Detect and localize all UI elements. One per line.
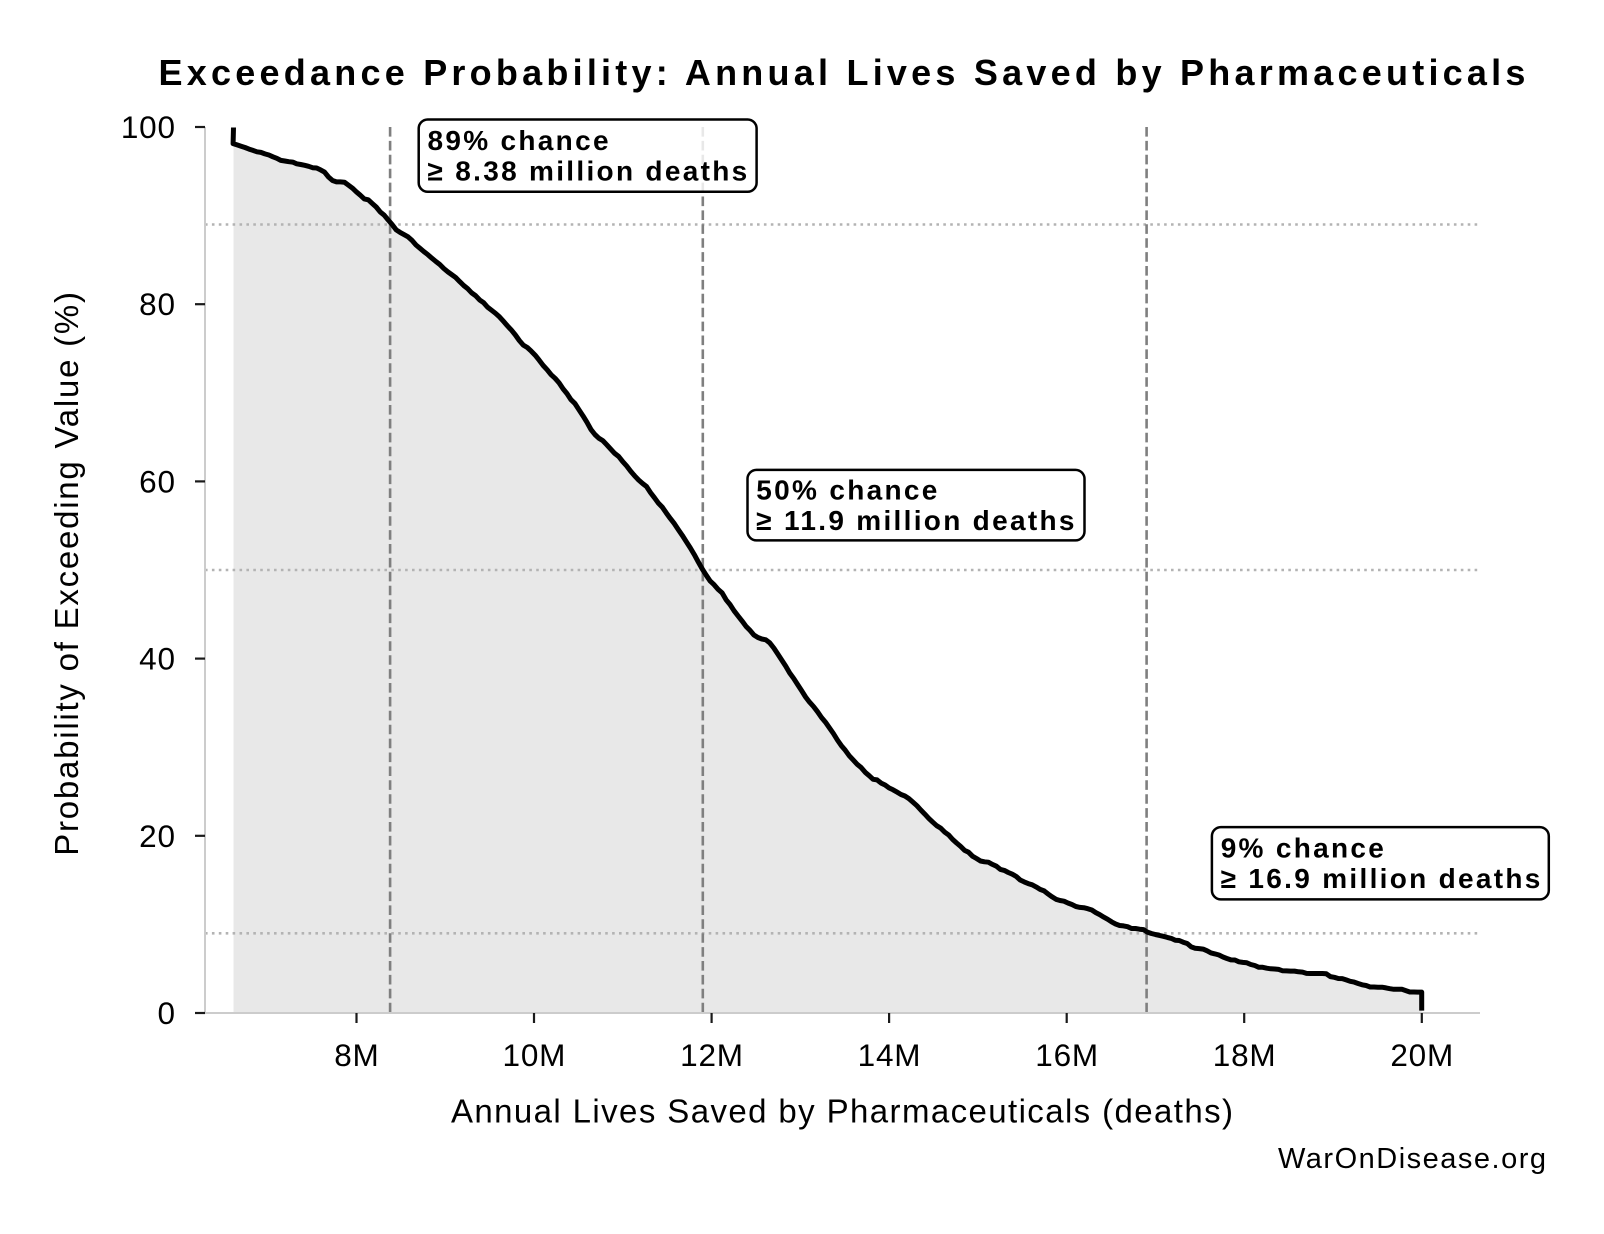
svg-text:≥ 11.9 million deaths: ≥ 11.9 million deaths	[756, 505, 1076, 536]
svg-text:Annual Lives Saved by Pharmace: Annual Lives Saved by Pharmaceuticals (d…	[451, 1092, 1234, 1129]
svg-text:14M: 14M	[858, 1037, 922, 1073]
svg-text:0: 0	[157, 995, 175, 1031]
svg-text:Probability of Exceeding Value: Probability of Exceeding Value (%)	[48, 290, 85, 856]
svg-text:20: 20	[139, 818, 176, 854]
svg-text:12M: 12M	[680, 1037, 744, 1073]
svg-text:9% chance: 9% chance	[1221, 833, 1386, 864]
svg-text:16M: 16M	[1035, 1037, 1099, 1073]
svg-text:≥ 16.9 million deaths: ≥ 16.9 million deaths	[1221, 863, 1543, 894]
svg-text:≥ 8.38 million deaths: ≥ 8.38 million deaths	[428, 156, 750, 187]
svg-text:60: 60	[139, 463, 176, 499]
svg-text:89% chance: 89% chance	[428, 125, 611, 156]
svg-text:8M: 8M	[334, 1037, 379, 1073]
svg-text:10M: 10M	[503, 1037, 567, 1073]
svg-text:Exceedance Probability: Annual: Exceedance Probability: Annual Lives Sav…	[159, 52, 1530, 93]
svg-text:40: 40	[139, 641, 176, 677]
svg-text:WarOnDisease.org: WarOnDisease.org	[1278, 1143, 1548, 1175]
svg-text:50% chance: 50% chance	[756, 475, 939, 506]
svg-text:18M: 18M	[1213, 1037, 1277, 1073]
svg-text:80: 80	[139, 286, 176, 322]
svg-text:20M: 20M	[1390, 1037, 1454, 1073]
svg-text:100: 100	[121, 109, 176, 145]
